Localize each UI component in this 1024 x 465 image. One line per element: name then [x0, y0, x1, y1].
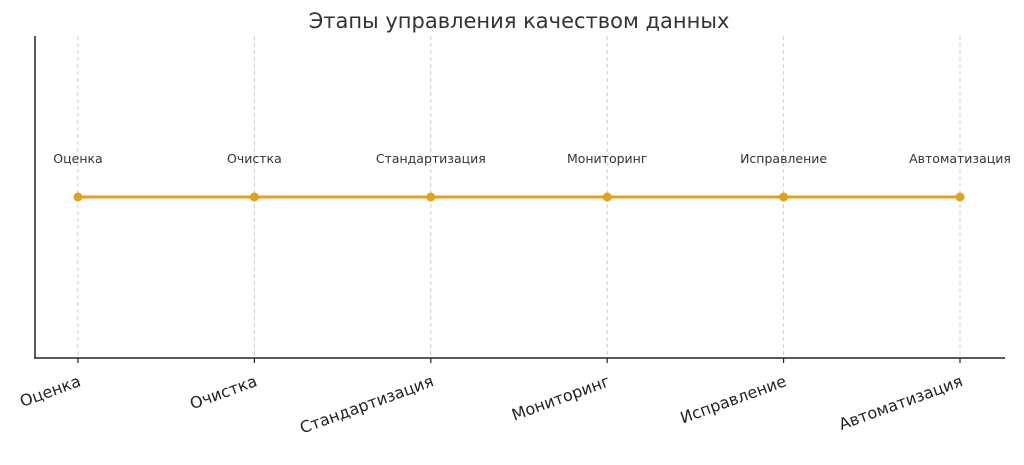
x-tick-label: Мониторинг — [509, 371, 612, 424]
chart-title: Этапы управления качеством данных — [309, 9, 730, 33]
data-point — [73, 192, 83, 202]
data-point — [779, 192, 789, 202]
data-point — [602, 192, 612, 202]
x-tick-labels: Оценка Очистка Стандартизация Мониторинг Исп… — [17, 358, 965, 437]
data-point — [426, 192, 436, 202]
point-annotation: Мониторинг — [567, 151, 647, 166]
point-annotation: Оценка — [53, 151, 102, 166]
x-tick-label: Оценка — [17, 371, 83, 410]
point-annotation: Автоматизация — [909, 151, 1011, 166]
point-annotation: Исправление — [740, 151, 827, 166]
point-annotation: Стандартизация — [376, 151, 486, 166]
point-annotation: Очистка — [227, 151, 282, 166]
x-tick-label: Стандартизация — [297, 371, 436, 437]
x-tick-label: Автоматизация — [836, 371, 965, 433]
x-tick-label: Очистка — [187, 371, 259, 413]
annotation-layer: Оценка Очистка Стандартизация Мониторинг Исп… — [53, 151, 1011, 166]
data-point — [955, 192, 965, 202]
series-layer — [73, 192, 965, 202]
x-tick-label: Исправление — [678, 371, 789, 427]
data-point — [249, 192, 259, 202]
